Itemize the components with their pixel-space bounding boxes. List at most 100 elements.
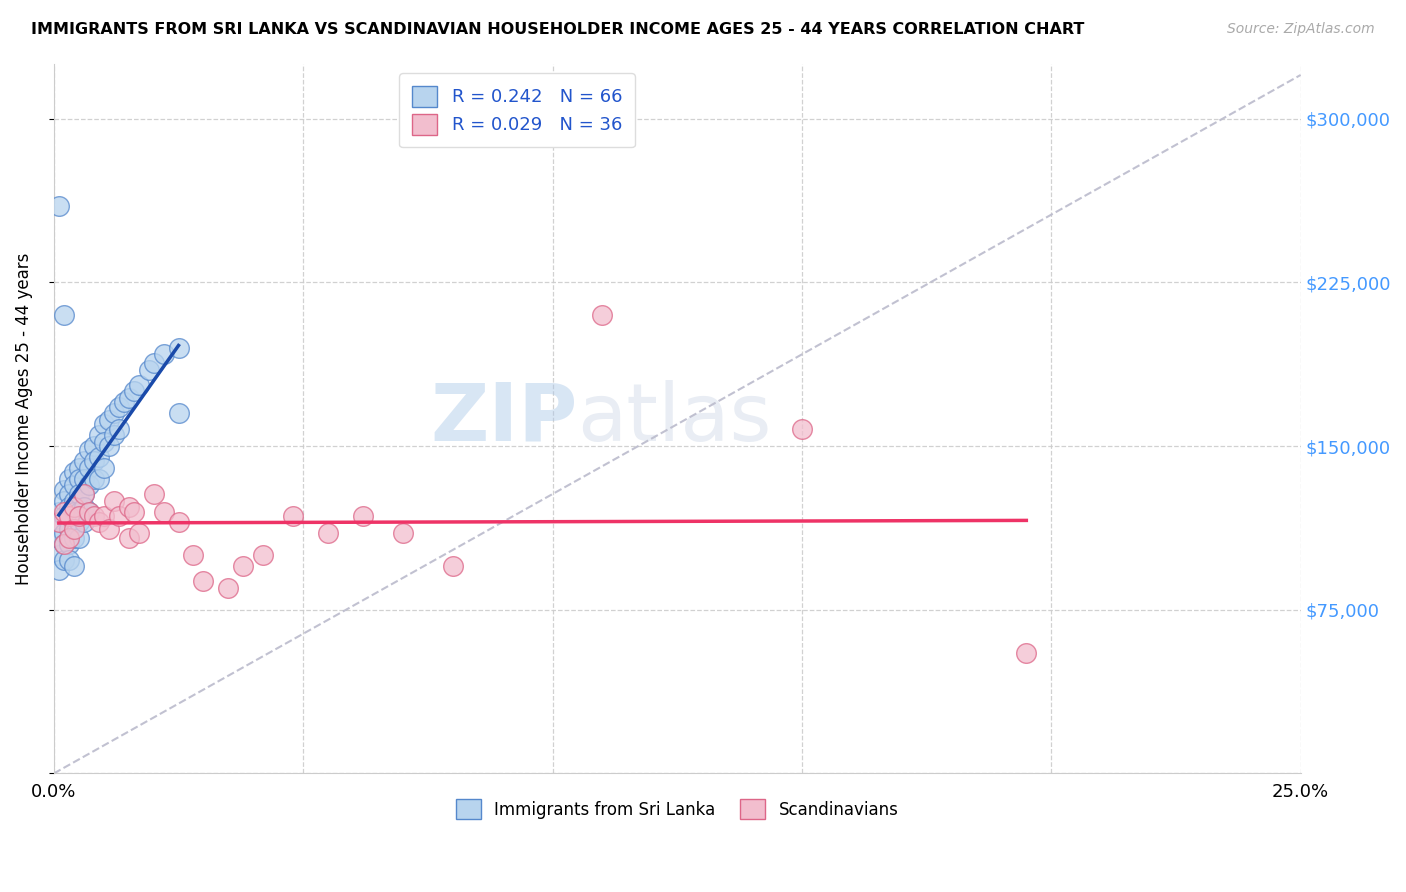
- Point: [142, 356, 165, 370]
- Point: [103, 493, 125, 508]
- Point: [67, 461, 90, 475]
- Point: [392, 526, 415, 541]
- Point: [103, 428, 125, 442]
- Point: [58, 552, 80, 566]
- Point: [73, 516, 96, 530]
- Point: [112, 395, 135, 409]
- Point: [62, 493, 84, 508]
- Point: [107, 508, 129, 523]
- Point: [48, 516, 70, 530]
- Point: [62, 465, 84, 479]
- Point: [52, 552, 75, 566]
- Point: [316, 526, 339, 541]
- Point: [58, 522, 80, 536]
- Point: [93, 508, 115, 523]
- Point: [48, 564, 70, 578]
- Point: [93, 417, 115, 432]
- Point: [87, 450, 110, 464]
- Point: [83, 454, 105, 468]
- Point: [138, 362, 160, 376]
- Point: [167, 341, 190, 355]
- Point: [167, 406, 190, 420]
- Point: [352, 508, 374, 523]
- Point: [441, 559, 464, 574]
- Legend: Immigrants from Sri Lanka, Scandinavians: Immigrants from Sri Lanka, Scandinavians: [449, 793, 905, 825]
- Point: [193, 574, 215, 589]
- Point: [152, 347, 174, 361]
- Point: [77, 504, 100, 518]
- Point: [52, 504, 75, 518]
- Point: [52, 537, 75, 551]
- Point: [48, 504, 70, 518]
- Point: [167, 516, 190, 530]
- Point: [62, 522, 84, 536]
- Point: [128, 378, 150, 392]
- Point: [97, 522, 120, 536]
- Point: [283, 508, 305, 523]
- Point: [73, 454, 96, 468]
- Point: [67, 508, 90, 523]
- Point: [103, 406, 125, 420]
- Point: [83, 508, 105, 523]
- Point: [152, 504, 174, 518]
- Point: [48, 548, 70, 562]
- Point: [142, 487, 165, 501]
- Point: [77, 504, 100, 518]
- Point: [83, 439, 105, 453]
- Point: [183, 548, 205, 562]
- Point: [52, 483, 75, 497]
- Point: [52, 493, 75, 508]
- Point: [97, 439, 120, 453]
- Point: [58, 531, 80, 545]
- Point: [58, 472, 80, 486]
- Text: ZIP: ZIP: [430, 380, 578, 458]
- Point: [87, 428, 110, 442]
- Text: atlas: atlas: [578, 380, 772, 458]
- Point: [128, 526, 150, 541]
- Point: [48, 516, 70, 530]
- Point: [252, 548, 274, 562]
- Point: [58, 508, 80, 523]
- Point: [117, 500, 139, 515]
- Point: [52, 508, 75, 523]
- Point: [122, 384, 145, 399]
- Point: [217, 581, 239, 595]
- Point: [62, 500, 84, 515]
- Point: [87, 472, 110, 486]
- Point: [62, 559, 84, 574]
- Point: [58, 500, 80, 515]
- Point: [62, 504, 84, 518]
- Point: [77, 443, 100, 458]
- Point: [52, 526, 75, 541]
- Point: [122, 504, 145, 518]
- Point: [107, 400, 129, 414]
- Point: [52, 537, 75, 551]
- Point: [1015, 646, 1038, 660]
- Point: [67, 516, 90, 530]
- Point: [67, 531, 90, 545]
- Point: [117, 391, 139, 405]
- Point: [591, 308, 613, 322]
- Point: [58, 487, 80, 501]
- Point: [62, 531, 84, 545]
- Point: [93, 434, 115, 449]
- Point: [48, 531, 70, 545]
- Point: [52, 308, 75, 322]
- Point: [87, 516, 110, 530]
- Point: [67, 487, 90, 501]
- Text: IMMIGRANTS FROM SRI LANKA VS SCANDINAVIAN HOUSEHOLDER INCOME AGES 25 - 44 YEARS : IMMIGRANTS FROM SRI LANKA VS SCANDINAVIA…: [31, 22, 1084, 37]
- Point: [73, 487, 96, 501]
- Text: Source: ZipAtlas.com: Source: ZipAtlas.com: [1227, 22, 1375, 37]
- Point: [67, 504, 90, 518]
- Point: [62, 516, 84, 530]
- Point: [117, 531, 139, 545]
- Point: [232, 559, 254, 574]
- Y-axis label: Householder Income Ages 25 - 44 years: Householder Income Ages 25 - 44 years: [15, 252, 32, 585]
- Point: [48, 199, 70, 213]
- Point: [73, 500, 96, 515]
- Point: [62, 478, 84, 492]
- Point: [58, 537, 80, 551]
- Point: [77, 461, 100, 475]
- Point: [97, 413, 120, 427]
- Point: [77, 478, 100, 492]
